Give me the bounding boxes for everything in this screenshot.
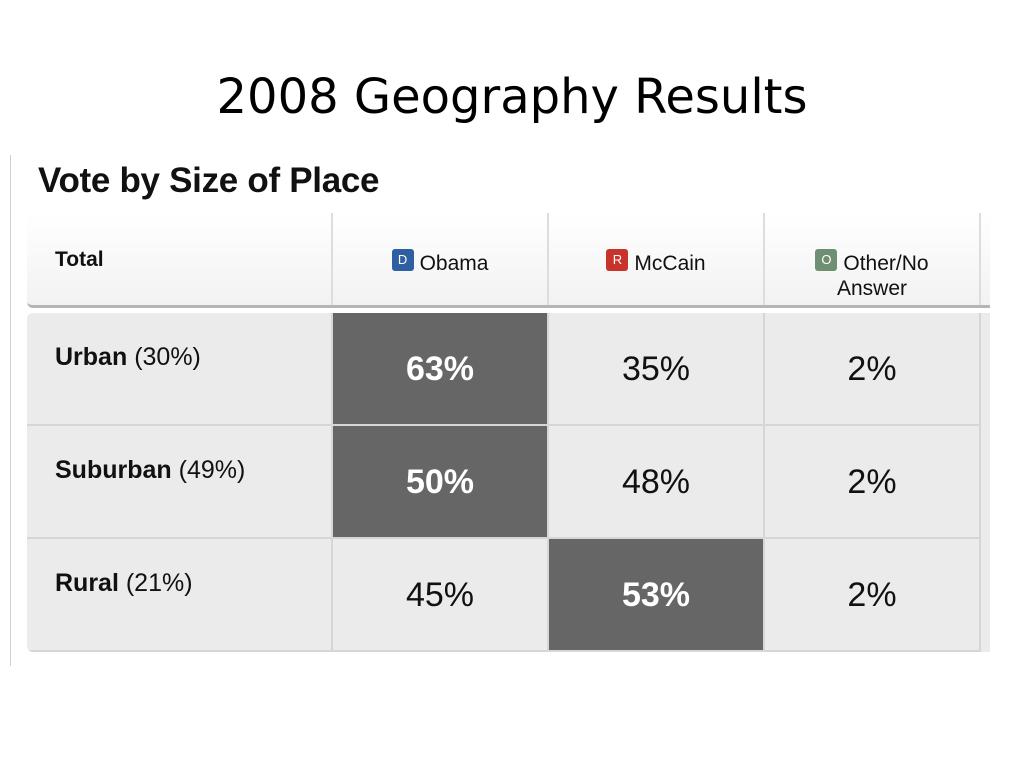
row-category: Urban <box>55 343 128 371</box>
value-cell: 45% <box>333 539 549 652</box>
table-row: Rural (21%) 45% 53% 2% <box>27 539 990 652</box>
value-cell: 35% <box>549 313 765 426</box>
header-mccain-label: McCain <box>634 252 706 275</box>
value-cell: 48% <box>549 426 765 539</box>
header-total-label: Total <box>55 248 104 271</box>
row-category: Suburban <box>55 456 172 484</box>
slide-title: 2008 Geography Results <box>216 69 808 125</box>
table-header-row: Total D Obama R McCain O Other/No Answer <box>27 213 990 308</box>
value-cell: 50% <box>333 426 549 539</box>
header-other-cell: O Other/No Answer <box>765 213 981 305</box>
row-label: Rural (21%) <box>55 569 193 598</box>
row-label-cell: Urban (30%) <box>27 313 333 426</box>
panel-title: Vote by Size of Place <box>38 161 380 200</box>
header-obama-cell: D Obama <box>333 213 549 305</box>
header-other-label-line1: Other/No <box>843 252 929 275</box>
header-other-label-line2: Answer <box>836 277 908 300</box>
row-category: Rural <box>55 569 119 597</box>
table-row: Suburban (49%) 50% 48% 2% <box>27 426 990 539</box>
democrat-badge-icon: D <box>391 249 414 271</box>
other-badge-icon: O <box>815 249 838 271</box>
row-label: Urban (30%) <box>55 343 201 372</box>
row-label: Suburban (49%) <box>55 456 245 485</box>
value-cell: 53% <box>549 539 765 652</box>
row-label-cell: Rural (21%) <box>27 539 333 652</box>
results-table-body: Urban (30%) 63% 35% 2% Suburban (49%) 50% 48% 2… <box>27 313 990 652</box>
left-divider <box>10 155 11 666</box>
value-cell: 63% <box>333 313 549 426</box>
row-share: (30%) <box>134 343 201 371</box>
row-label-cell: Suburban (49%) <box>27 426 333 539</box>
value-cell: 2% <box>765 539 981 652</box>
header-total-cell: Total <box>27 213 333 305</box>
table-row: Urban (30%) 63% 35% 2% <box>27 313 990 426</box>
republican-badge-icon: R <box>606 249 629 271</box>
header-obama-label: Obama <box>419 252 489 275</box>
value-cell: 2% <box>765 313 981 426</box>
row-share: (49%) <box>178 456 246 484</box>
row-share: (21%) <box>125 569 193 597</box>
header-mccain-cell: R McCain <box>549 213 765 305</box>
value-cell: 2% <box>765 426 981 539</box>
